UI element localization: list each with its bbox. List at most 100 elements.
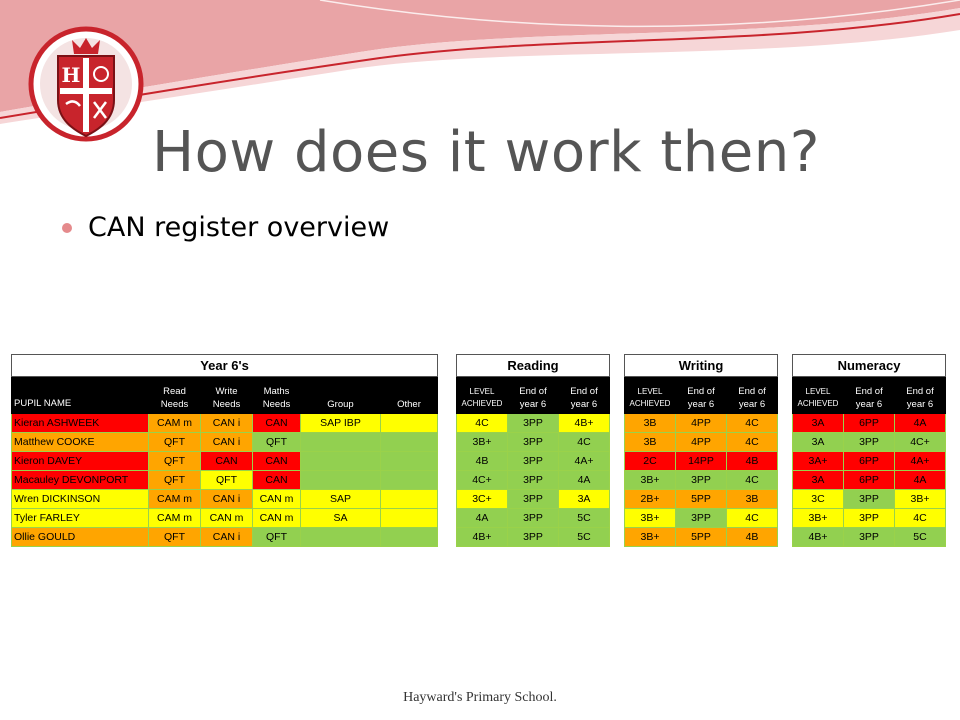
numeracy-cell: 3B+ xyxy=(792,508,844,528)
numeracy-cell: 3PP xyxy=(843,508,895,528)
writing-row: 3B 4PP 4C xyxy=(624,432,779,452)
year6-cell xyxy=(379,470,439,490)
reading-row: 4C+ 3PP 4A xyxy=(456,470,610,490)
year6-cell: QFT xyxy=(148,527,201,547)
svg-text:H: H xyxy=(62,63,81,87)
slide-title: How does it work then? xyxy=(152,120,820,185)
year6-cell xyxy=(379,508,439,528)
writing-cell: 4PP xyxy=(675,413,727,433)
year6-cell xyxy=(379,527,439,547)
reading-cell: 4C+ xyxy=(456,470,508,490)
year6-row: Tyler FARLEY CAM m CAN m CAN m SA xyxy=(11,508,439,528)
year6-cell: SA xyxy=(300,508,381,528)
reading-cell: 4A+ xyxy=(558,451,610,471)
header-wave-decoration xyxy=(0,0,960,124)
numeracy-cell: 6PP xyxy=(843,413,895,433)
writing-cell: 3PP xyxy=(675,508,727,528)
year6-row: Kieron DAVEY QFT CAN CAN xyxy=(11,451,439,471)
numeracy-cell: 3PP xyxy=(843,432,895,452)
reading-cell: 4C xyxy=(558,432,610,452)
year6-row: Kieran ASHWEEK CAM m CAN i CAN SAP IBP xyxy=(11,413,439,433)
writing-row: 3B+ 3PP 4C xyxy=(624,470,779,490)
numeracy-header-cell: End of year 6 xyxy=(894,376,946,414)
year6-cell: QFT xyxy=(148,470,201,490)
reading-header-cell: End of year 6 xyxy=(558,376,610,414)
reading-cell: 3PP xyxy=(507,508,559,528)
writing-cell: 4C xyxy=(725,413,779,433)
writing-cell: 2B+ xyxy=(624,489,676,509)
year6-cell: CAN m xyxy=(200,508,253,528)
pupil-name-cell: Kieron DAVEY xyxy=(11,451,149,471)
year6-cell xyxy=(300,432,381,452)
year6-cell: CAN i xyxy=(200,413,253,433)
reading-cell: 3PP xyxy=(507,451,559,471)
reading-row: 3B+ 3PP 4C xyxy=(456,432,610,452)
year6-row: Wren DICKINSON CAM m CAN i CAN m SAP xyxy=(11,489,439,509)
year6-title: Year 6's xyxy=(10,354,439,377)
numeracy-row: 3C 3PP 3B+ xyxy=(792,489,946,509)
numeracy-cell: 3A+ xyxy=(792,451,844,471)
writing-cell: 2C xyxy=(624,451,676,471)
pupil-name-cell: Kieran ASHWEEK xyxy=(11,413,149,433)
writing-cell: 3PP xyxy=(675,470,727,490)
reading-cell: 4A xyxy=(558,470,610,490)
numeracy-row: 3B+ 3PP 4C xyxy=(792,508,946,528)
year6-cell xyxy=(300,470,381,490)
year6-cell: CAM m xyxy=(148,489,201,509)
writing-cell: 5PP xyxy=(675,527,727,547)
reading-cell: 4A xyxy=(456,508,508,528)
pupil-name-cell: Ollie GOULD xyxy=(11,527,149,547)
year6-cell: SAP IBP xyxy=(300,413,381,433)
numeracy-header-cell: End of year 6 xyxy=(843,376,895,414)
reading-title: Reading xyxy=(456,354,610,377)
writing-title: Writing xyxy=(623,354,779,377)
year6-header-cell: PUPIL NAME xyxy=(11,376,149,414)
reading-cell: 5C xyxy=(558,527,610,547)
reading-header-cell: End of year 6 xyxy=(507,376,559,414)
year6-row: Macauley DEVONPORT QFT QFT CAN xyxy=(11,470,439,490)
reading-cell: 3PP xyxy=(507,413,559,433)
numeracy-cell: 3PP xyxy=(843,489,895,509)
writing-cell: 4C xyxy=(725,432,779,452)
reading-cell: 3B+ xyxy=(456,432,508,452)
year6-cell: QFT xyxy=(148,432,201,452)
year6-cell: CAN i xyxy=(200,432,253,452)
year6-cell xyxy=(379,489,439,509)
reading-cell: 4B+ xyxy=(558,413,610,433)
reading-cell: 3A xyxy=(558,489,610,509)
reading-cell: 5C xyxy=(558,508,610,528)
numeracy-cell: 3A xyxy=(792,470,844,490)
numeracy-cell: 6PP xyxy=(843,451,895,471)
year6-cell: QFT xyxy=(148,451,201,471)
numeracy-cell: 4A xyxy=(894,470,946,490)
year6-row: Ollie GOULD QFT CAN i QFT xyxy=(11,527,439,547)
year6-cell xyxy=(300,527,381,547)
pupil-name-cell: Matthew COOKE xyxy=(11,432,149,452)
reading-cell: 3PP xyxy=(507,489,559,509)
bullet-item: CAN register overview xyxy=(62,212,389,243)
numeracy-table: Numeracy LEVEL ACHIEVED End of year 6 End o… xyxy=(792,354,946,547)
footer-school-name: Hayward's Primary School. xyxy=(403,690,557,705)
numeracy-cell: 3B+ xyxy=(894,489,946,509)
bullet-text: CAN register overview xyxy=(88,212,390,243)
numeracy-cell: 3A xyxy=(792,432,844,452)
year6-header-cell: Read Needs xyxy=(148,376,201,414)
writing-cell: 4C xyxy=(725,470,779,490)
year6-row: Matthew COOKE QFT CAN i QFT xyxy=(11,432,439,452)
numeracy-row: 3A 3PP 4C+ xyxy=(792,432,946,452)
reading-row: 3C+ 3PP 3A xyxy=(456,489,610,509)
year6-cell: CAN xyxy=(200,451,253,471)
writing-cell: 3B+ xyxy=(624,508,676,528)
reading-cell: 4C xyxy=(456,413,508,433)
writing-cell: 4B xyxy=(725,451,779,471)
year6-cell: CAN i xyxy=(200,527,253,547)
writing-cell: 3B xyxy=(624,432,676,452)
numeracy-cell: 4A+ xyxy=(894,451,946,471)
numeracy-cell: 4C xyxy=(894,508,946,528)
year6-cell: SAP xyxy=(300,489,381,509)
year6-cell: QFT xyxy=(252,527,301,547)
year6-cell: CAN m xyxy=(252,489,301,509)
year6-cell: CAN xyxy=(252,413,301,433)
year6-cell: CAN m xyxy=(252,508,301,528)
reading-cell: 4B+ xyxy=(456,527,508,547)
